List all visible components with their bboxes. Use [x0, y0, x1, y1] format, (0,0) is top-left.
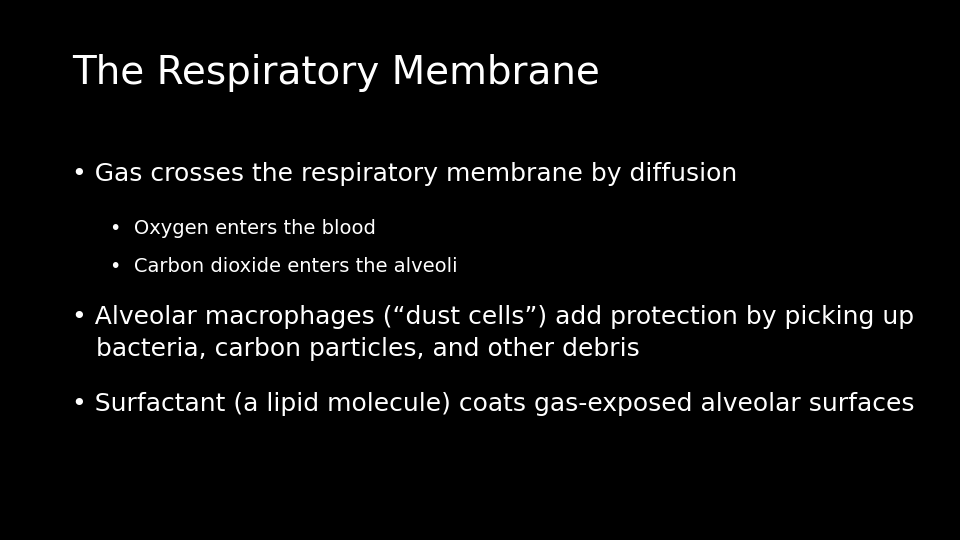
Text: •  Oxygen enters the blood: • Oxygen enters the blood — [110, 219, 376, 238]
Text: • Gas crosses the respiratory membrane by diffusion: • Gas crosses the respiratory membrane b… — [72, 162, 737, 186]
Text: •  Carbon dioxide enters the alveoli: • Carbon dioxide enters the alveoli — [110, 256, 458, 275]
Text: The Respiratory Membrane: The Respiratory Membrane — [72, 54, 600, 92]
Text: • Surfactant (a lipid molecule) coats gas-exposed alveolar surfaces: • Surfactant (a lipid molecule) coats ga… — [72, 392, 915, 415]
Text: • Alveolar macrophages (“dust cells”) add protection by picking up
   bacteria, : • Alveolar macrophages (“dust cells”) ad… — [72, 305, 914, 361]
